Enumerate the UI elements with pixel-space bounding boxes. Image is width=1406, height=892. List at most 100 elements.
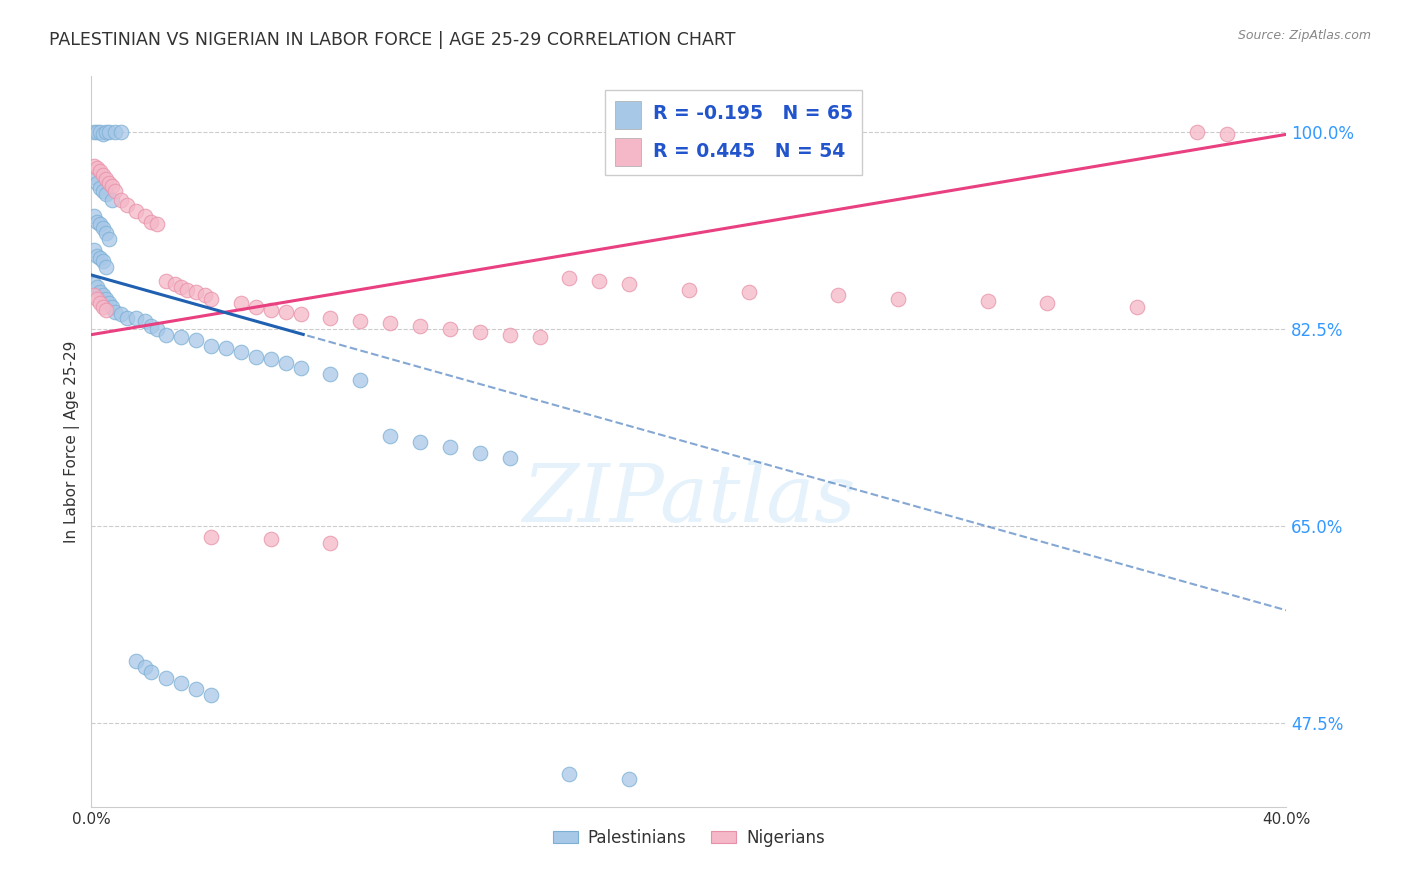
Point (93, 254, 115, 268)
Point (200, 339, 222, 353)
Point (619, 772, 641, 786)
Point (409, 434, 432, 449)
Text: Source: ZipAtlas.com: Source: ZipAtlas.com (1237, 29, 1371, 42)
Point (558, 766, 581, 780)
Point (110, 125, 132, 139)
Point (319, 367, 342, 381)
Point (125, 310, 148, 325)
Text: R = -0.195   N = 65: R = -0.195 N = 65 (652, 103, 853, 123)
Point (125, 203, 148, 218)
FancyBboxPatch shape (605, 90, 862, 175)
Point (89, 285, 111, 299)
Point (319, 536, 342, 550)
Point (98, 125, 121, 139)
Point (163, 277, 186, 291)
Point (170, 280, 193, 294)
Point (184, 333, 207, 347)
Point (141, 665, 163, 680)
Point (96, 172, 118, 186)
Point (146, 322, 169, 336)
Point (93, 168, 115, 182)
Point (558, 271, 581, 285)
Point (678, 283, 700, 297)
Text: PALESTINIAN VS NIGERIAN IN LABOR FORCE | AGE 25-29 CORRELATION CHART: PALESTINIAN VS NIGERIAN IN LABOR FORCE |… (49, 31, 735, 49)
Point (89, 181, 111, 195)
Text: ZIPatlas: ZIPatlas (522, 461, 856, 539)
Point (96, 302, 118, 317)
Point (588, 274, 610, 288)
Point (259, 302, 281, 317)
Point (110, 307, 132, 321)
Point (1126, 300, 1149, 314)
Point (86, 215, 108, 229)
Point (86, 125, 108, 139)
Point (86, 249, 108, 263)
Point (86, 292, 108, 306)
Point (86, 176, 108, 190)
Point (290, 307, 312, 321)
Point (89, 251, 111, 265)
Point (93, 288, 115, 302)
Point (499, 451, 522, 466)
Point (89, 125, 111, 139)
Point (93, 220, 115, 235)
Point (319, 310, 342, 325)
Point (83, 125, 105, 139)
Point (83, 244, 105, 258)
Point (96, 186, 118, 201)
Point (737, 285, 759, 299)
Legend: Palestinians, Nigerians: Palestinians, Nigerians (546, 822, 832, 854)
Point (96, 227, 118, 241)
Point (349, 373, 371, 387)
Point (104, 125, 127, 139)
Point (89, 164, 111, 178)
Point (194, 288, 217, 302)
Point (380, 429, 402, 443)
Point (229, 296, 252, 310)
Point (274, 356, 297, 370)
Point (101, 193, 124, 207)
Point (1216, 128, 1239, 142)
Point (134, 314, 156, 328)
Point (101, 179, 124, 194)
Point (184, 285, 207, 299)
Point (93, 128, 115, 142)
Point (134, 210, 156, 224)
Point (104, 184, 127, 198)
Point (101, 300, 124, 314)
Point (170, 676, 193, 690)
Point (98, 296, 121, 310)
Point (619, 277, 641, 291)
Point (134, 659, 156, 673)
Point (96, 260, 118, 274)
Point (259, 533, 281, 547)
Point (83, 288, 105, 302)
Point (200, 292, 222, 306)
Point (229, 344, 252, 359)
Point (155, 274, 177, 288)
Point (1185, 125, 1208, 139)
Point (349, 314, 371, 328)
Point (184, 682, 207, 697)
Point (155, 327, 177, 342)
Point (110, 193, 132, 207)
Bar (614, 138, 641, 166)
Point (176, 283, 198, 297)
Point (89, 218, 111, 232)
Y-axis label: In Labor Force | Age 25-29: In Labor Force | Age 25-29 (65, 341, 80, 542)
Point (827, 288, 849, 302)
Point (86, 161, 108, 175)
Point (93, 300, 115, 314)
Point (89, 296, 111, 310)
Point (83, 170, 105, 185)
Point (468, 446, 491, 460)
Point (215, 341, 238, 355)
Point (245, 300, 267, 314)
Point (146, 218, 169, 232)
Point (887, 292, 910, 306)
Point (104, 305, 127, 319)
Point (83, 210, 105, 224)
Point (141, 215, 163, 229)
Text: R = 0.445   N = 54: R = 0.445 N = 54 (652, 142, 845, 161)
Point (409, 318, 432, 333)
